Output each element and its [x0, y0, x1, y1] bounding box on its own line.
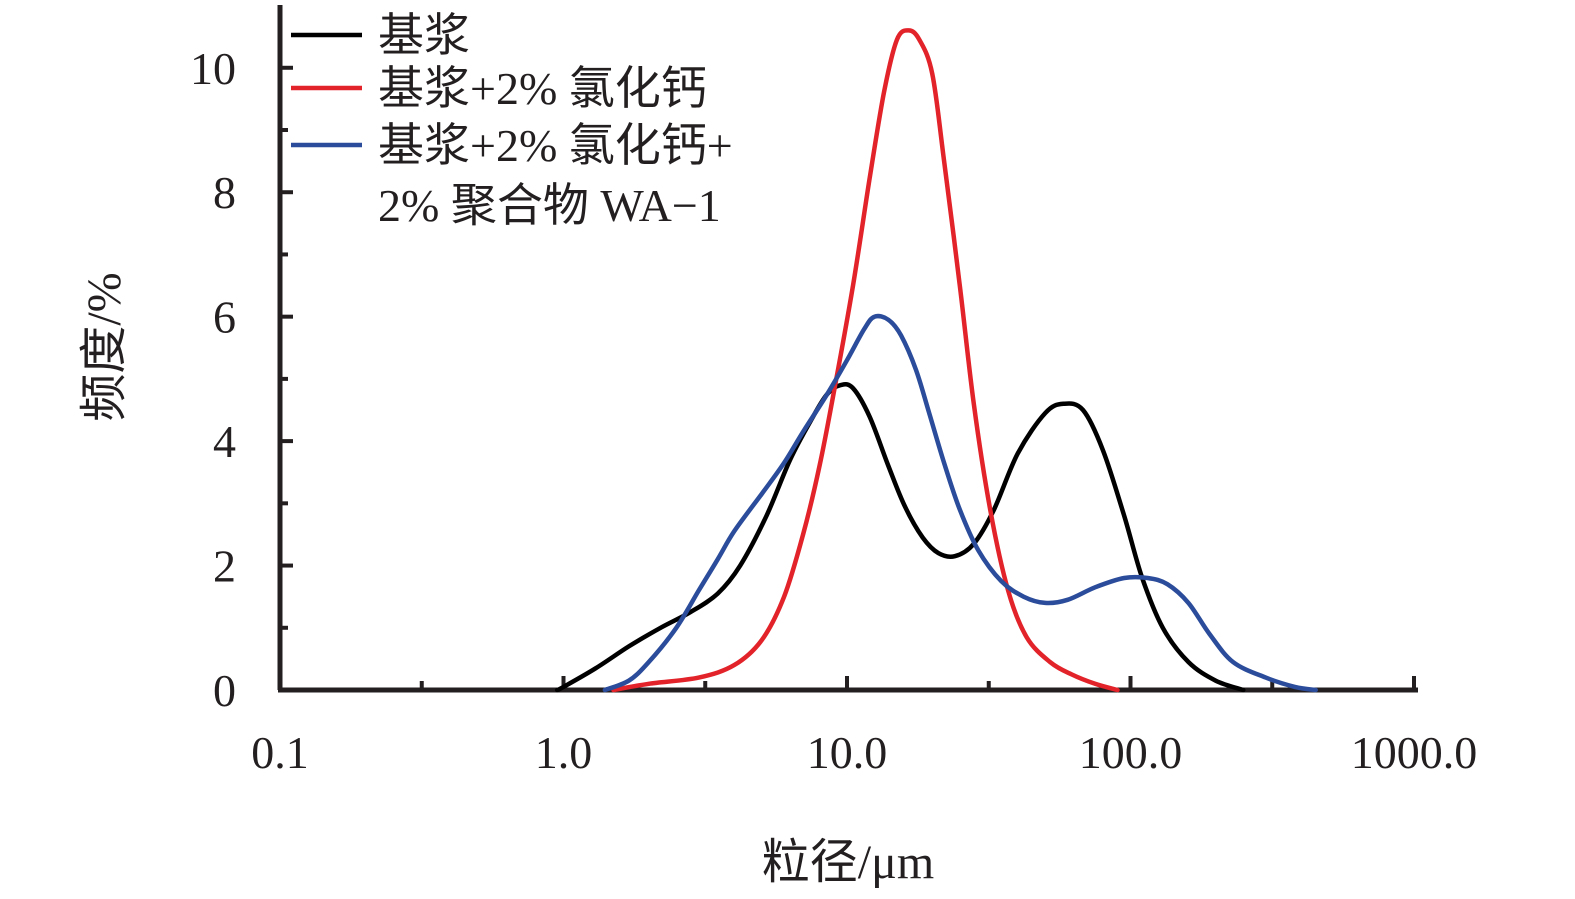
legend-label: 2% 聚合物 WA−1 — [378, 180, 721, 231]
legend-label: 基浆 — [378, 10, 470, 61]
x-axis-title: 粒径/μm — [762, 836, 934, 889]
x-tick-label: 1.0 — [535, 727, 593, 778]
series-line-cacl2 — [611, 28, 1120, 693]
x-tick-label: 1000.0 — [1351, 727, 1478, 778]
series-layer — [554, 28, 1318, 693]
series-line-base — [554, 382, 1246, 693]
tick-labels-layer: 0.1 1.0 10.0 100.0 1000.0 0 2 4 6 8 10 — [190, 43, 1477, 778]
y-tick-label: 8 — [213, 167, 236, 218]
ticks-layer — [278, 65, 1416, 692]
y-tick-label: 6 — [213, 292, 236, 343]
legend-label: 基浆+2% 氯化钙 — [378, 63, 707, 114]
x-tick-label: 0.1 — [251, 727, 309, 778]
x-tick-label: 10.0 — [807, 727, 888, 778]
y-tick-label: 10 — [190, 43, 236, 94]
y-tick-label: 0 — [213, 665, 236, 716]
y-tick-label: 2 — [213, 541, 236, 592]
series-line-cacl2-wa1 — [602, 313, 1318, 693]
x-tick-label: 100.0 — [1079, 727, 1183, 778]
y-tick-label: 4 — [213, 416, 236, 467]
legend-label: 基浆+2% 氯化钙+ — [378, 120, 733, 171]
y-axis-title: 频度/% — [78, 272, 131, 421]
